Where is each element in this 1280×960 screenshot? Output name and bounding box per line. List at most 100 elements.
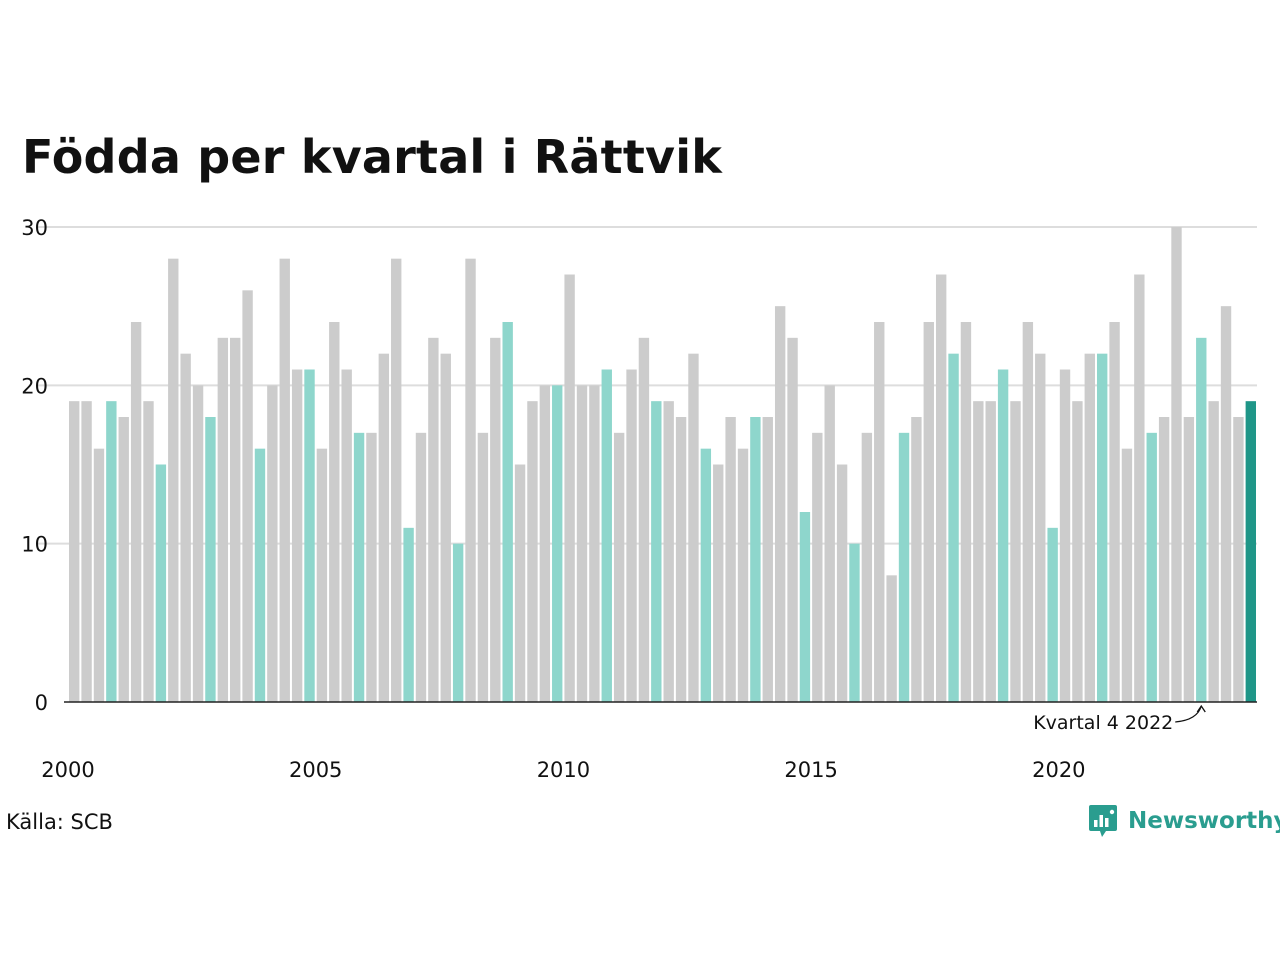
bar	[923, 322, 934, 702]
chart-title: Födda per kvartal i Rättvik	[22, 130, 722, 184]
bars	[69, 227, 1256, 702]
bar	[576, 385, 588, 702]
bar	[180, 353, 191, 702]
bar	[663, 401, 674, 702]
bar	[911, 417, 922, 702]
bar	[675, 417, 687, 702]
bar	[155, 464, 167, 702]
bar	[378, 353, 390, 702]
bar	[886, 575, 897, 702]
bar	[700, 448, 712, 702]
bar	[1096, 353, 1108, 702]
bar	[267, 385, 278, 702]
bar	[1158, 417, 1170, 702]
bar	[415, 432, 427, 702]
bar	[440, 353, 451, 702]
x-axis-ticks: 2000 2005 2010 2015 2020	[41, 758, 1085, 782]
x-tick-label: 2010	[537, 758, 590, 782]
bar	[353, 432, 365, 702]
bar	[539, 385, 551, 702]
y-tick-label: 20	[21, 374, 48, 398]
bar	[329, 322, 340, 702]
bar	[291, 369, 303, 702]
brand-name: Newsworthy	[1128, 808, 1280, 834]
bar	[1084, 353, 1095, 702]
bar	[613, 432, 625, 702]
bar	[1208, 401, 1219, 702]
bar	[1059, 369, 1071, 702]
bar	[973, 401, 984, 702]
bar	[713, 464, 724, 702]
bar	[366, 432, 377, 702]
bar	[737, 448, 749, 702]
source-credit: Källa: SCB	[6, 810, 113, 834]
bar	[527, 401, 538, 702]
bar	[787, 337, 798, 702]
x-tick-label: 2000	[41, 758, 94, 782]
bar	[812, 432, 823, 702]
bar	[1245, 401, 1256, 702]
bar	[69, 401, 80, 702]
bar	[1233, 417, 1244, 702]
bar	[403, 527, 414, 702]
bar	[465, 258, 476, 702]
bar	[1035, 353, 1046, 702]
bar	[849, 543, 860, 702]
bar	[490, 337, 501, 702]
bar	[1109, 322, 1120, 702]
bar	[836, 464, 848, 702]
bar	[1134, 274, 1145, 702]
bar	[774, 306, 786, 702]
bar	[1146, 432, 1157, 702]
bar	[960, 322, 972, 702]
annotation-label: Kvartal 4 2022	[1033, 712, 1173, 734]
bar	[1121, 448, 1133, 702]
bar	[217, 337, 229, 702]
x-tick-label: 2020	[1032, 758, 1085, 782]
bar	[601, 369, 612, 702]
bar	[143, 401, 154, 702]
bar	[552, 385, 563, 702]
bar	[477, 432, 489, 702]
bar	[725, 417, 736, 702]
bar	[1022, 322, 1034, 702]
bar	[589, 385, 600, 702]
y-axis-ticks: 0 10 20 30	[21, 216, 48, 715]
brand-logo: Newsworthy	[1088, 803, 1280, 839]
bar	[341, 369, 352, 702]
bar	[93, 448, 105, 702]
bar	[391, 258, 402, 702]
bar	[316, 448, 328, 702]
bar	[428, 337, 439, 702]
bar	[502, 322, 513, 702]
bar	[985, 401, 996, 702]
bar	[750, 417, 761, 702]
bar	[242, 290, 253, 702]
y-tick-label: 30	[21, 216, 48, 240]
bar	[1220, 306, 1232, 702]
y-tick-label: 10	[21, 533, 48, 557]
bar	[279, 258, 290, 702]
bar	[1047, 527, 1058, 702]
x-tick-label: 2005	[289, 758, 342, 782]
bar	[638, 337, 650, 702]
bar	[564, 274, 575, 702]
bar	[304, 369, 315, 702]
annotation: Kvartal 4 2022	[1033, 704, 1206, 734]
bar	[192, 385, 204, 702]
bar	[1183, 417, 1195, 702]
y-tick-label: 0	[35, 691, 48, 715]
bar	[935, 274, 947, 702]
bar	[898, 432, 910, 702]
annotation-arrow	[1175, 704, 1206, 723]
bar	[997, 369, 1009, 702]
bar	[81, 401, 92, 702]
bar	[130, 322, 142, 702]
bar	[118, 417, 129, 702]
bar	[230, 337, 241, 702]
bar	[1072, 401, 1083, 702]
bar	[874, 322, 885, 702]
bar	[452, 543, 464, 702]
bar	[799, 512, 811, 702]
